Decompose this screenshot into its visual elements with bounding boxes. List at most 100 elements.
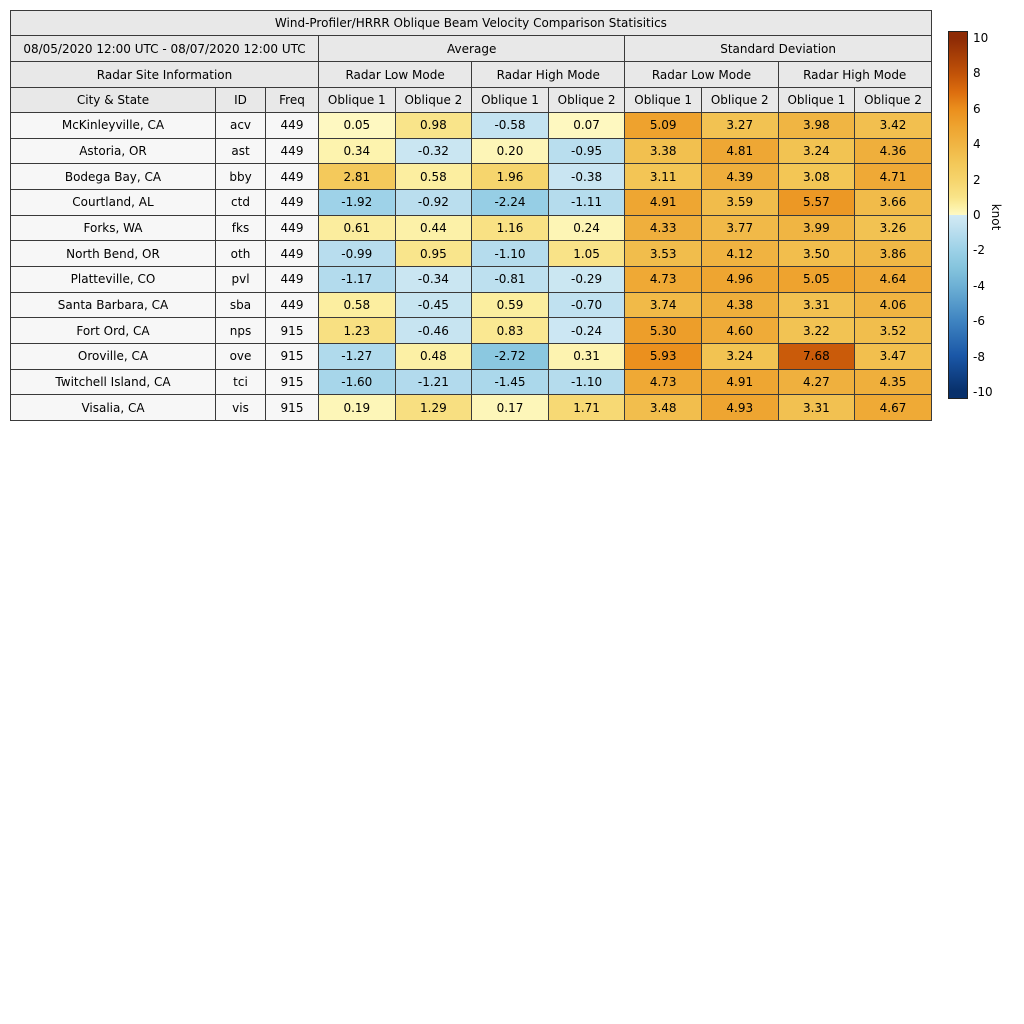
value-cell: 3.47 [854, 342, 932, 370]
value-cell: 3.08 [777, 163, 856, 190]
mode-header-std-high: Radar High Mode [777, 61, 932, 88]
colorbar-tick-label: -6 [973, 314, 985, 329]
site-freq-cell: 449 [265, 265, 319, 293]
col-header-freq: Freq [265, 87, 319, 113]
site-city-cell: Oroville, CA [10, 342, 216, 370]
value-cell: 3.53 [624, 240, 702, 267]
colorbar-tick-label: -4 [973, 278, 985, 293]
value-cell: 4.73 [624, 368, 702, 396]
value-cell: 0.44 [394, 214, 473, 242]
site-city-cell: Bodega Bay, CA [10, 163, 216, 190]
group-header-average: Average [317, 35, 626, 62]
site-freq-cell: 915 [265, 394, 319, 421]
col-header-oblique: Oblique 1 [624, 87, 702, 113]
site-freq-cell: 915 [265, 368, 319, 396]
value-cell: -0.81 [471, 265, 549, 293]
colorbar-tick-label: 10 [973, 31, 989, 45]
value-cell: 3.86 [854, 240, 932, 267]
table-body: McKinleyville, CA acv 449 0.05 0.98 -0.58 0.07… [10, 112, 932, 421]
value-cell: 0.61 [318, 214, 396, 242]
site-id-cell: tci [215, 368, 266, 396]
site-city-cell: Twitchell Island, CA [10, 368, 216, 396]
value-cell: -0.24 [547, 317, 626, 344]
value-cell: -1.17 [318, 265, 396, 293]
value-cell: 3.48 [624, 394, 702, 421]
table-row: Oroville, CA ove 915 -1.27 0.48 -2.72 0.31 5.93… [10, 342, 932, 370]
site-id-cell: fks [215, 214, 266, 242]
value-cell: -0.58 [471, 112, 549, 139]
value-cell: 3.74 [624, 291, 702, 319]
value-cell: 2.81 [318, 163, 396, 190]
value-cell: 4.96 [700, 265, 779, 293]
site-info-header: Radar Site Information [10, 61, 319, 88]
col-header-id: ID [215, 87, 266, 113]
site-freq-cell: 449 [265, 240, 319, 267]
value-cell: 5.30 [624, 317, 702, 344]
value-cell: 4.60 [700, 317, 779, 344]
value-cell: 3.99 [777, 214, 856, 242]
value-cell: 0.05 [318, 112, 396, 139]
site-id-cell: nps [215, 317, 266, 344]
site-id-cell: ctd [215, 188, 266, 216]
value-cell: 0.31 [547, 342, 626, 370]
value-cell: -0.34 [394, 265, 473, 293]
site-freq-cell: 449 [265, 137, 319, 165]
site-city-cell: Forks, WA [10, 214, 216, 242]
col-header-oblique: Oblique 2 [700, 87, 779, 113]
site-freq-cell: 449 [265, 112, 319, 139]
table-row: Bodega Bay, CA bby 449 2.81 0.58 1.96 -0.38 3.1… [10, 163, 932, 190]
col-header-city-state: City & State [10, 87, 216, 113]
colorbar-gradient [948, 31, 968, 399]
value-cell: -0.92 [394, 188, 473, 216]
value-cell: -1.60 [318, 368, 396, 396]
value-cell: 3.38 [624, 137, 702, 165]
table-row: North Bend, OR oth 449 -0.99 0.95 -1.10 1.05 3.… [10, 240, 932, 267]
value-cell: -1.10 [471, 240, 549, 267]
value-cell: 4.06 [854, 291, 932, 319]
site-freq-cell: 915 [265, 317, 319, 344]
value-cell: 5.05 [777, 265, 856, 293]
site-city-cell: North Bend, OR [10, 240, 216, 267]
value-cell: 4.33 [624, 214, 702, 242]
value-cell: -0.32 [394, 137, 473, 165]
value-cell: -0.45 [394, 291, 473, 319]
col-header-oblique: Oblique 2 [854, 87, 932, 113]
site-id-cell: sba [215, 291, 266, 319]
table-row: Fort Ord, CA nps 915 1.23 -0.46 0.83 -0.24 5.30… [10, 317, 932, 344]
value-cell: 4.35 [854, 368, 932, 396]
statistics-table: Wind-Profiler/HRRR Oblique Beam Velocity… [10, 10, 932, 421]
site-city-cell: Astoria, OR [10, 137, 216, 165]
value-cell: 5.57 [777, 188, 856, 216]
table-row: Forks, WA fks 449 0.61 0.44 1.16 0.24 4.33 3.77 3… [10, 214, 932, 242]
table-row: Platteville, CO pvl 449 -1.17 -0.34 -0.81 -0.2… [10, 265, 932, 293]
value-cell: 1.96 [471, 163, 549, 190]
col-header-oblique: Oblique 1 [777, 87, 856, 113]
colorbar-tick-label: 4 [973, 137, 981, 152]
value-cell: 0.07 [547, 112, 626, 139]
value-cell: 3.98 [777, 112, 856, 139]
group-header-row: 08/05/2020 12:00 UTC - 08/07/2020 12:00 … [10, 35, 932, 62]
table-row: McKinleyville, CA acv 449 0.05 0.98 -0.58 0.07… [10, 112, 932, 139]
col-header-oblique: Oblique 1 [471, 87, 549, 113]
colorbar-tick-label: 6 [973, 101, 981, 116]
value-cell: 4.93 [700, 394, 779, 421]
table-row: Visalia, CA vis 915 0.19 1.29 0.17 1.71 3.48 4.9… [10, 394, 932, 421]
value-cell: 1.23 [318, 317, 396, 344]
value-cell: 4.64 [854, 265, 932, 293]
site-city-cell: Fort Ord, CA [10, 317, 216, 344]
site-id-cell: acv [215, 112, 266, 139]
value-cell: 3.50 [777, 240, 856, 267]
colorbar-tick-label: 8 [973, 66, 981, 81]
value-cell: 3.42 [854, 112, 932, 139]
col-header-oblique: Oblique 1 [318, 87, 396, 113]
value-cell: -0.46 [394, 317, 473, 344]
value-cell: 0.34 [318, 137, 396, 165]
value-cell: -1.27 [318, 342, 396, 370]
value-cell: -0.29 [547, 265, 626, 293]
value-cell: 4.71 [854, 163, 932, 190]
value-cell: -1.92 [318, 188, 396, 216]
colorbar-tick-label: 0 [973, 208, 981, 222]
colorbar-unit-label: knot [989, 203, 1003, 231]
site-id-cell: pvl [215, 265, 266, 293]
value-cell: -0.95 [547, 137, 626, 165]
